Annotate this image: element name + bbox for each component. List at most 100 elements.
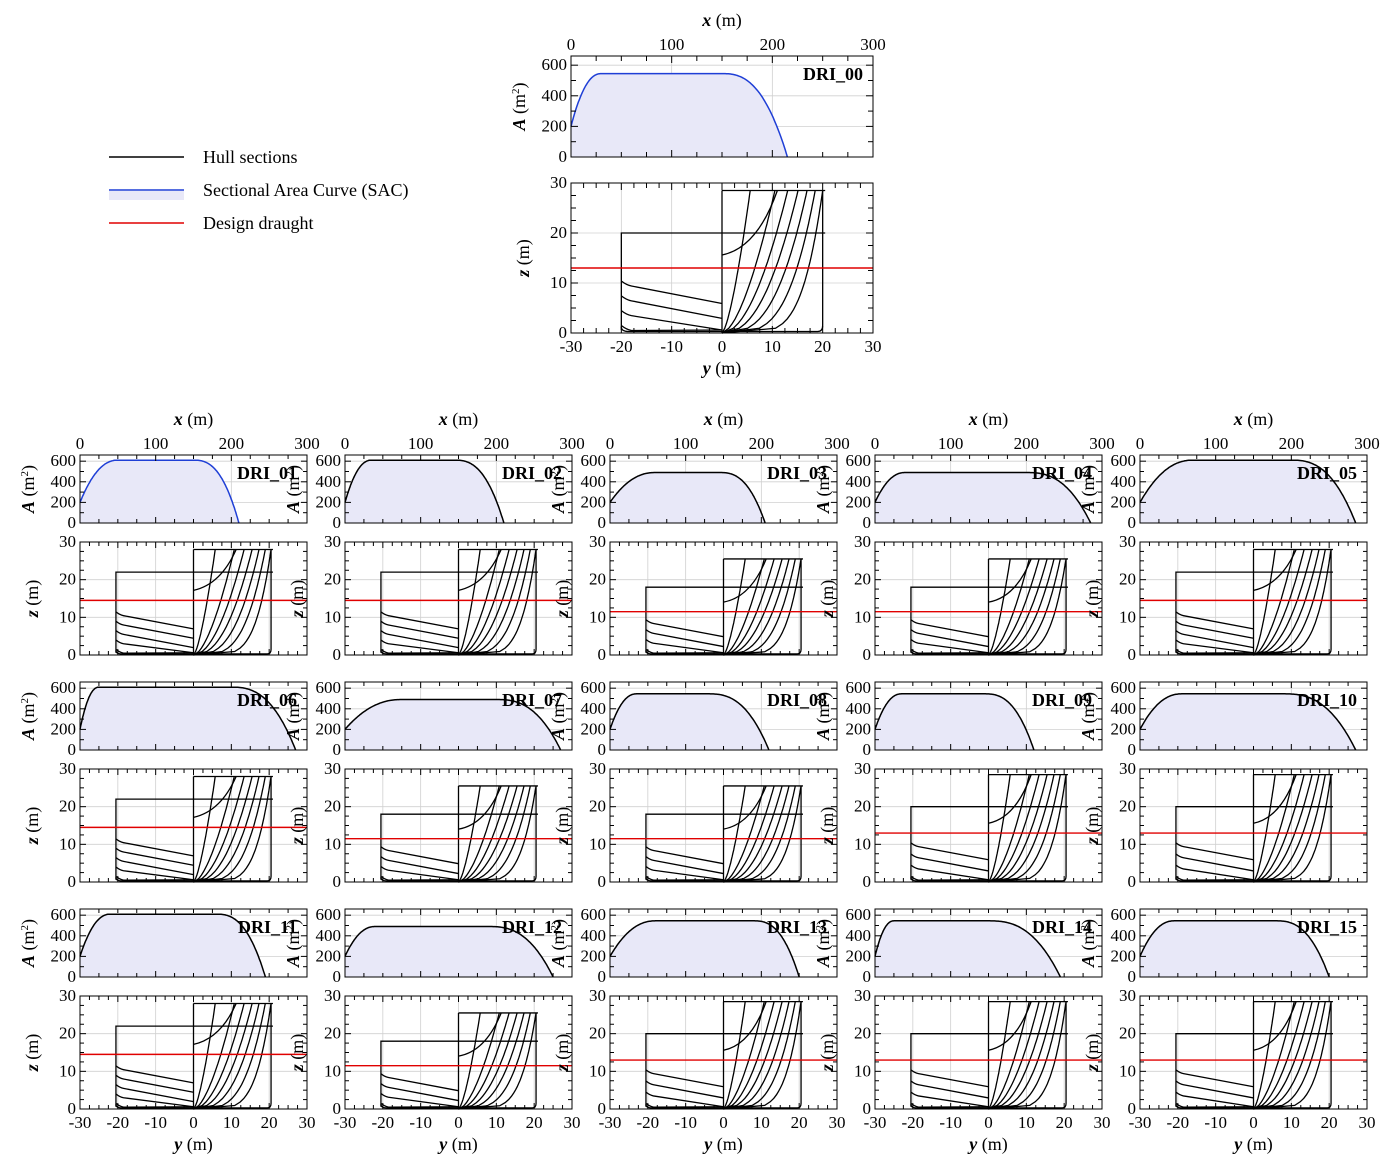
panel-name: DRI_01 [237,463,297,483]
bow-section-line [193,1003,237,1045]
midship-section-line [1253,774,1332,882]
aft-section-line [645,1069,724,1088]
fore-section-line [1253,774,1305,883]
section-y-tick-label: 20 [791,1113,808,1132]
sac-a-tick-label: 200 [846,492,872,511]
section-plot: 0 10 20 30 z (m) [287,532,573,664]
aft-section-line [115,620,194,639]
section-z-axis-label: z (m) [287,580,308,619]
fore-section-line [458,1012,518,1110]
sac-area-fill [571,73,788,157]
sac-a-axis-label-unit: (m [813,930,834,955]
panel-name: DRI_13 [767,917,827,937]
section-y-axis-label: y (m) [1232,1134,1273,1155]
aft-section-line [380,1083,459,1102]
aft-section-line [380,639,459,654]
aft-section-line [910,1091,989,1108]
sac-x-tick-label: 200 [484,434,510,453]
fore-section-line [1253,1001,1313,1110]
sac-a-tick-label: 0 [863,740,872,759]
section-z-tick-label: 10 [589,607,606,626]
fore-section-line [988,1001,1055,1110]
sac-a-axis-label-unit-close: ) [548,692,569,698]
panel-name: DRI_05 [1297,463,1357,483]
fore-section-line [723,1001,796,1110]
section-y-tick-label: 0 [718,337,727,356]
fore-section-line [723,785,790,883]
fore-section-line [723,1001,783,1110]
aft-section-line [1175,648,1254,654]
aft-section-line [380,1092,459,1108]
section-z-axis-label: z (m) [22,1034,43,1073]
sac-x-tick-label: 100 [659,35,685,54]
panel-name: DRI_00 [803,64,863,84]
fore-section-line [193,1003,272,1110]
aft-section-line [910,629,989,648]
midship-section-line [458,1012,537,1109]
fore-section-line [721,190,776,334]
sac-area-fill [610,920,800,977]
section-y-tick-label: 30 [1359,1113,1376,1132]
sac-a-tick-label: 400 [581,699,607,718]
midship-section-line [458,549,537,655]
section-z-axis-label-var: z [817,610,837,618]
sac-a-tick-label: 600 [51,451,77,470]
sac-a-tick-label: 600 [581,678,607,697]
aft-section-line [645,875,724,881]
sac-a-axis-label: A (m2) [548,919,569,968]
sac-a-axis-label-unit-close: ) [18,465,39,471]
sac-a-axis-label-var: A [1078,501,1098,514]
sac-a-axis-label-unit: (m [548,476,569,501]
sac-a-tick-label: 400 [846,472,872,491]
sac-area-fill [875,693,1034,750]
sac-a-tick-label: 0 [863,967,872,986]
sac-a-axis-label-unit-close: ) [283,919,304,925]
section-z-tick-label: 10 [59,1061,76,1080]
sac-a-axis-label-unit: (m [1078,930,1099,955]
section-z-axis-label-var: z [287,610,307,618]
aft-section-line [380,1073,459,1092]
sac-a-tick-label: 400 [581,472,607,491]
section-z-tick-label: 30 [1119,986,1136,1005]
fore-section-line [193,776,272,883]
fore-section-line [988,774,1030,883]
sac-x-axis-label-unit: (m) [711,10,742,31]
section-y-tick-label: 0 [984,1113,993,1132]
fore-section-line [193,776,245,883]
fore-section-line [193,776,266,883]
midship-section-line [723,785,802,882]
sac-a-axis-label-unit-sup: 2 [19,698,31,704]
sac-a-tick-label: 400 [1111,699,1137,718]
sac-x-axis-label: x (m) [703,409,744,430]
fore-section-line [722,1001,746,1110]
aft-section-outline [380,813,459,880]
fore-section-line [722,785,746,883]
section-plot: 0 10 20 30 z (m) -30 -20 -10 0 10 20 30 y (m) [287,986,581,1155]
sac-a-tick-label: 0 [1128,740,1137,759]
aft-section-line [1175,611,1254,630]
sac-x-axis-label-var: x [701,10,711,30]
fore-section-line [988,558,1040,656]
sac-area-fill [875,472,1091,523]
section-z-axis-label: z (m) [552,1034,573,1073]
sac-a-axis-label-var: A [813,728,833,741]
fore-section-line [723,785,775,883]
midship-section-line [988,774,1067,882]
sac-area-fill [610,472,766,523]
section-y-axis-label-unit: (m) [712,1134,743,1155]
section-z-tick-label: 10 [59,834,76,853]
section-z-tick-label: 20 [324,1024,341,1043]
section-y-tick-label: -20 [636,1113,659,1132]
aft-section-line [645,846,724,865]
section-plot: 0 10 20 30 z (m) [552,759,838,891]
sac-a-axis-label-unit-close: ) [1078,465,1099,471]
section-z-axis-label-unit: (m) [1082,1034,1103,1065]
fore-section-line [458,549,518,656]
sac-curve [874,471,1092,524]
aft-section-line [115,875,194,881]
fore-section-line [1252,1001,1276,1110]
bow-section-line [988,558,1032,603]
legend-fill-swatch [109,191,184,200]
